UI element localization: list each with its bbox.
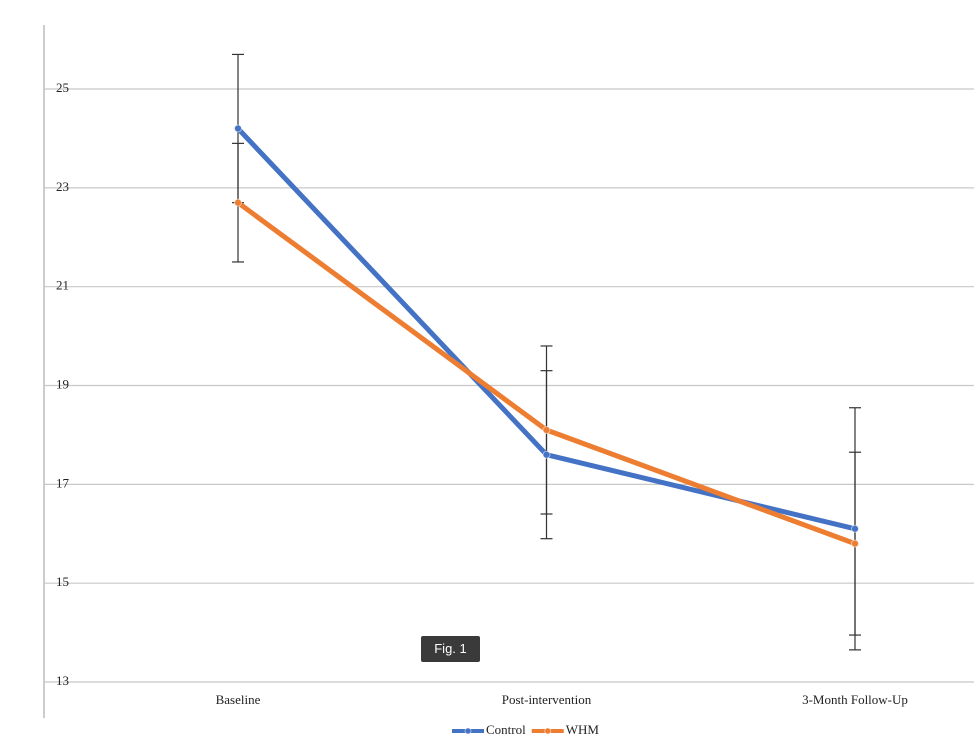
figure-label: Fig. 1 — [421, 636, 480, 662]
y-tick-label: 19 — [56, 376, 69, 391]
marker — [542, 425, 551, 434]
y-tick-label: 25 — [56, 80, 69, 95]
marker — [234, 124, 242, 133]
y-tick-label: 21 — [56, 278, 69, 293]
y-tick-label: 15 — [56, 574, 69, 589]
y-tick-label: 13 — [56, 673, 69, 688]
marker — [851, 524, 859, 533]
legend-label: Control — [486, 722, 526, 737]
legend-label: WHM — [566, 722, 600, 737]
marker — [542, 450, 551, 459]
y-tick-label: 17 — [56, 475, 70, 490]
x-tick-label: Post-intervention — [502, 692, 592, 707]
legend-marker — [464, 727, 472, 735]
x-tick-label: 3-Month Follow-Up — [802, 692, 908, 707]
marker — [234, 198, 242, 207]
y-tick-label: 23 — [56, 179, 69, 194]
legend-marker — [544, 727, 552, 735]
x-tick-label: Baseline — [216, 692, 261, 707]
marker — [851, 539, 859, 548]
